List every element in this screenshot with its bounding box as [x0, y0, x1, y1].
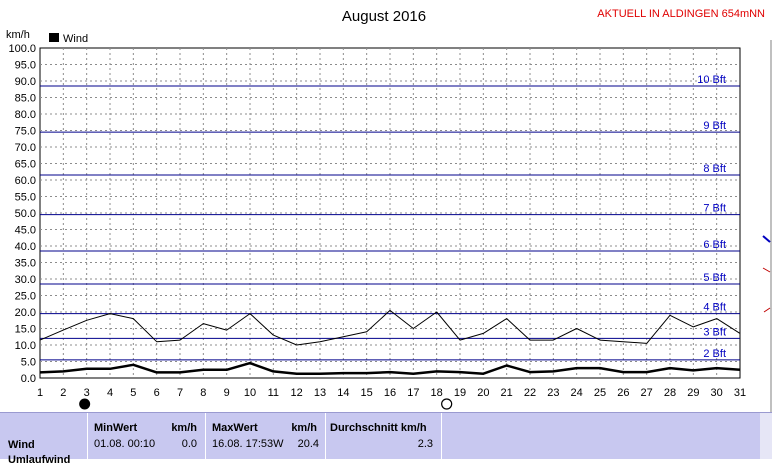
stats-min-cell: MinWert km/h 01.08. 00:10 0.0	[88, 413, 206, 459]
beaufort-label: 5 Bft	[703, 272, 726, 284]
y-tick-label: 20.0	[15, 307, 36, 319]
stats-max-cell: MaxWert km/h 16.08. 17:53W 20.4	[206, 413, 326, 459]
x-tick-label: 14	[337, 387, 349, 399]
x-tick-labels: 1 2 3 4 5 6 7 8 9 10 11 12 13 14 15 16 17 18 19 20 21 22 23 24 2…	[37, 387, 746, 399]
stats-row-label: Wind	[8, 439, 35, 451]
y-tick-label: 65.0	[15, 159, 36, 171]
moon-markers	[79, 398, 453, 410]
x-tick-label: 18	[431, 387, 443, 399]
x-tick-label: 13	[314, 387, 326, 399]
legend-swatch	[49, 33, 59, 42]
y-tick-label: 30.0	[15, 274, 36, 286]
station-label: AKTUELL IN ALDINGEN 654mNN	[597, 8, 765, 20]
y-tick-label: 80.0	[15, 109, 36, 121]
beaufort-label: 9 Bft	[703, 120, 726, 132]
x-tick-label: 30	[711, 387, 723, 399]
x-tick-label: 1	[37, 387, 43, 399]
x-tick-label: 27	[641, 387, 653, 399]
stats-avg-value: 2.3	[417, 438, 433, 450]
y-tick-label: 70.0	[15, 142, 36, 154]
x-tick-label: 12	[291, 387, 303, 399]
stats-max-value: 20.4	[297, 438, 319, 450]
wind-chart: August 2016 AKTUELL IN ALDINGEN 654mNN k…	[6, 8, 772, 412]
series-lines	[39, 309, 741, 375]
stats-min-value: 0.0	[181, 438, 197, 450]
y-tick-labels: 0.0 5.0 10.0 15.0 20.0 25.0 30.0 35.0 40.0 45.0 50…	[8, 43, 36, 385]
x-tick-label: 11	[268, 387, 279, 399]
x-tick-label: 3	[84, 387, 90, 399]
x-tick-label: 25	[594, 387, 606, 399]
stats-min-title: MinWert	[94, 422, 138, 434]
x-tick-label: 7	[177, 387, 183, 399]
y-axis-unit: km/h	[6, 29, 30, 41]
x-tick-label: 17	[407, 387, 419, 399]
x-tick-label: 28	[664, 387, 676, 399]
series-line-average	[39, 361, 741, 375]
stats-avg-title: Durchschnitt km/h	[330, 422, 427, 434]
x-tick-label: 8	[200, 387, 206, 399]
x-tick-label: 22	[524, 387, 536, 399]
right-edge-mark-red	[762, 267, 771, 273]
y-tick-label: 100.0	[8, 43, 36, 55]
y-tick-label: 85.0	[15, 93, 36, 105]
beaufort-label: 7 Bft	[703, 203, 726, 215]
stats-max-time: 16.08. 17:53W	[212, 438, 284, 450]
beaufort-label: 2 Bft	[703, 348, 726, 360]
right-edge-mark-red-2	[763, 307, 771, 313]
stats-max-unit: km/h	[291, 422, 317, 434]
right-edge-mark-blue	[762, 235, 771, 243]
x-tick-label: 20	[477, 387, 489, 399]
x-tick-label: 31	[734, 387, 746, 399]
y-tick-label: 50.0	[15, 208, 36, 220]
x-tick-label: 9	[224, 387, 230, 399]
x-tick-label: 26	[617, 387, 629, 399]
beaufort-label: 8 Bft	[703, 163, 726, 175]
grid-lines	[40, 48, 740, 378]
x-tick-label: 23	[547, 387, 559, 399]
x-tick-label: 19	[454, 387, 466, 399]
x-tick-label: 21	[501, 387, 513, 399]
x-tick-label: 6	[154, 387, 160, 399]
stats-row-label-2: Umlaufwind	[8, 454, 71, 466]
stats-scroll-edge	[760, 413, 772, 459]
chart-title: August 2016	[342, 8, 426, 25]
y-tick-label: 10.0	[15, 340, 36, 352]
x-tick-label: 4	[107, 387, 113, 399]
x-tick-label: 24	[571, 387, 583, 399]
series-line-max	[39, 309, 741, 346]
new-moon-icon	[79, 398, 91, 410]
y-tick-label: 25.0	[15, 291, 36, 303]
statistics-panel: Wind Umlaufwind MinWert km/h 01.08. 00:1…	[0, 412, 772, 466]
y-tick-label: 0.0	[21, 373, 36, 385]
y-tick-label: 95.0	[15, 60, 36, 72]
y-tick-label: 5.0	[21, 357, 36, 369]
legend-label: Wind	[63, 33, 88, 45]
x-tick-label: 29	[687, 387, 699, 399]
x-tick-label: 5	[130, 387, 136, 399]
x-tick-label: 10	[244, 387, 256, 399]
x-tick-label: 16	[384, 387, 396, 399]
beaufort-label: 3 Bft	[703, 326, 726, 338]
full-moon-icon	[441, 398, 453, 410]
beaufort-lines: 2 Bft 3 Bft 4 Bft 5 Bft 6 Bft 7 Bft 8 Bft 9 Bft…	[40, 74, 740, 361]
y-tick-label: 45.0	[15, 225, 36, 237]
y-tick-label: 15.0	[15, 324, 36, 336]
y-tick-label: 40.0	[15, 241, 36, 253]
y-tick-label: 35.0	[15, 258, 36, 270]
stats-label-cell: Wind Umlaufwind	[0, 413, 88, 466]
stats-min-unit: km/h	[171, 422, 197, 434]
beaufort-label: 4 Bft	[703, 302, 726, 314]
y-tick-label: 75.0	[15, 126, 36, 138]
x-tick-label: 15	[361, 387, 373, 399]
y-tick-label: 60.0	[15, 175, 36, 187]
y-tick-label: 90.0	[15, 76, 36, 88]
stats-avg-cell: Durchschnitt km/h 2.3	[326, 413, 442, 459]
stats-max-title: MaxWert	[212, 422, 258, 434]
beaufort-label: 10 Bft	[697, 74, 726, 86]
y-tick-label: 55.0	[15, 192, 36, 204]
beaufort-label: 6 Bft	[703, 239, 726, 251]
x-tick-label: 2	[60, 387, 66, 399]
stats-min-time: 01.08. 00:10	[94, 438, 156, 450]
